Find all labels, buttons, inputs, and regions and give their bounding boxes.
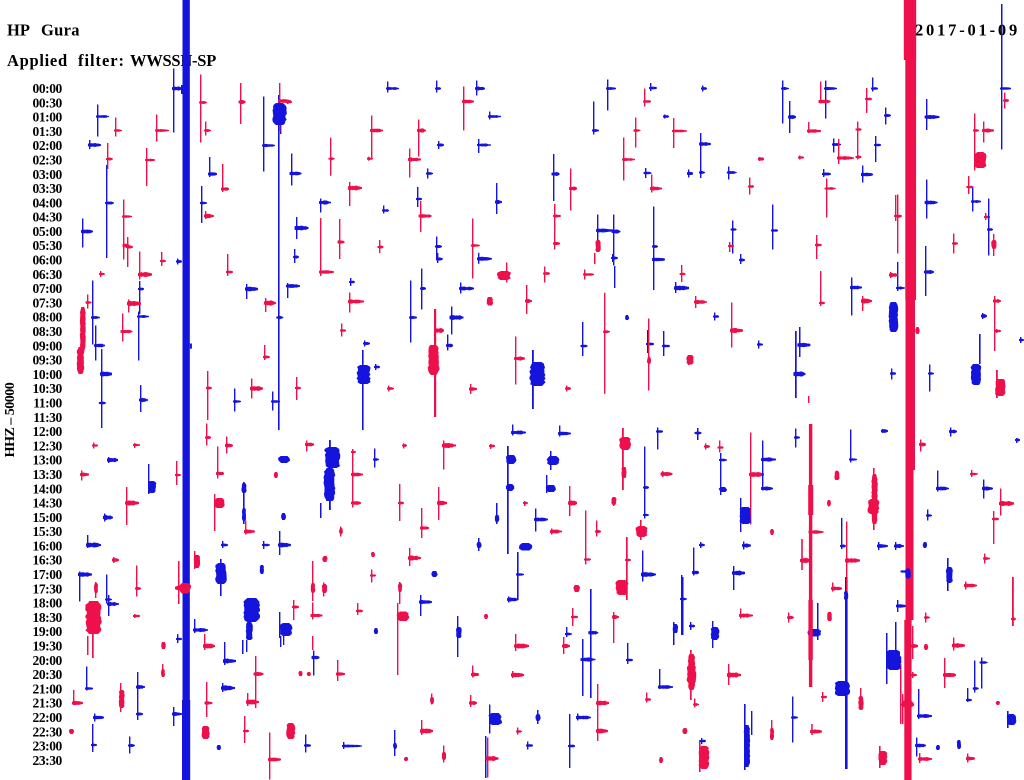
svg-text:00:30: 00:30 xyxy=(33,95,63,110)
svg-text:14:00: 14:00 xyxy=(33,481,63,496)
svg-text:21:00: 21:00 xyxy=(33,681,63,696)
svg-text:17:30: 17:30 xyxy=(33,581,63,596)
svg-text:12:00: 12:00 xyxy=(33,424,63,439)
svg-text:HHZ – 50000: HHZ – 50000 xyxy=(3,382,18,457)
svg-text:07:00: 07:00 xyxy=(33,281,63,296)
svg-text:14:30: 14:30 xyxy=(33,496,63,511)
svg-text:00:00: 00:00 xyxy=(33,81,63,96)
svg-text:04:00: 04:00 xyxy=(33,195,63,210)
svg-text:05:30: 05:30 xyxy=(33,238,63,253)
svg-text:13:00: 13:00 xyxy=(33,453,63,468)
svg-text:04:30: 04:30 xyxy=(33,210,63,225)
svg-text:08:30: 08:30 xyxy=(33,324,63,339)
svg-text:02:00: 02:00 xyxy=(33,138,63,153)
svg-text:23:00: 23:00 xyxy=(33,739,63,754)
svg-text:03:00: 03:00 xyxy=(33,167,63,182)
svg-text:01:30: 01:30 xyxy=(33,124,63,139)
svg-text:19:30: 19:30 xyxy=(33,639,63,654)
svg-text:HP: HP xyxy=(7,21,30,40)
svg-text:16:30: 16:30 xyxy=(33,553,63,568)
svg-text:01:00: 01:00 xyxy=(33,110,63,125)
svg-text:07:30: 07:30 xyxy=(33,295,63,310)
svg-text:03:30: 03:30 xyxy=(33,181,63,196)
svg-text:21:30: 21:30 xyxy=(33,696,63,711)
svg-text:23:30: 23:30 xyxy=(33,753,63,768)
svg-text:08:00: 08:00 xyxy=(33,310,63,325)
svg-text:WWSSN-SP: WWSSN-SP xyxy=(130,51,216,70)
svg-text:18:00: 18:00 xyxy=(33,596,63,611)
svg-text:15:00: 15:00 xyxy=(33,510,63,525)
svg-text:10:30: 10:30 xyxy=(33,381,63,396)
svg-text:13:30: 13:30 xyxy=(33,467,63,482)
svg-text:22:30: 22:30 xyxy=(33,724,63,739)
svg-text:05:00: 05:00 xyxy=(33,224,63,239)
svg-text:06:00: 06:00 xyxy=(33,253,63,268)
svg-text:Gura: Gura xyxy=(41,21,80,40)
svg-text:2017-01-09: 2017-01-09 xyxy=(915,21,1020,40)
svg-text:12:30: 12:30 xyxy=(33,438,63,453)
svg-text:filter:: filter: xyxy=(78,51,125,70)
svg-text:10:00: 10:00 xyxy=(33,367,63,382)
svg-text:17:00: 17:00 xyxy=(33,567,63,582)
svg-text:15:30: 15:30 xyxy=(33,524,63,539)
svg-text:Applied: Applied xyxy=(7,51,68,70)
svg-text:18:30: 18:30 xyxy=(33,610,63,625)
svg-text:02:30: 02:30 xyxy=(33,153,63,168)
svg-text:20:30: 20:30 xyxy=(33,667,63,682)
svg-text:11:00: 11:00 xyxy=(33,396,62,411)
svg-text:20:00: 20:00 xyxy=(33,653,63,668)
svg-text:19:00: 19:00 xyxy=(33,624,63,639)
svg-text:09:00: 09:00 xyxy=(33,338,63,353)
svg-text:11:30: 11:30 xyxy=(33,410,62,425)
svg-text:22:00: 22:00 xyxy=(33,710,63,725)
svg-text:16:00: 16:00 xyxy=(33,538,63,553)
svg-text:06:30: 06:30 xyxy=(33,267,63,282)
svg-text:09:30: 09:30 xyxy=(33,353,63,368)
